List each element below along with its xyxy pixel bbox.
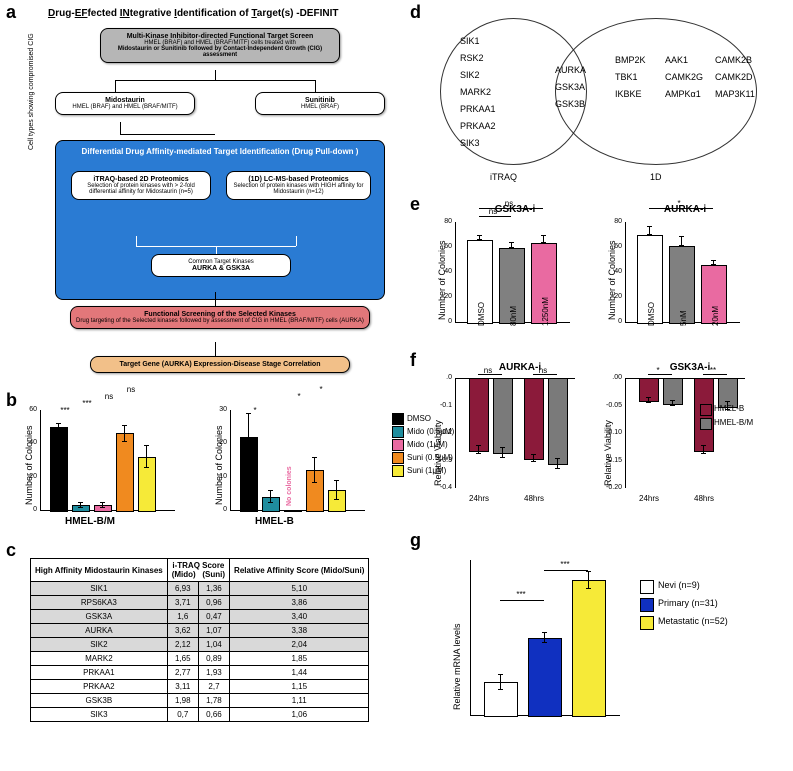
conn [315,80,316,92]
common-box: Common Target Kinases AURKA & GSK3A [151,254,291,277]
red-l2: Drug targeting of the Selected kinases f… [75,318,365,324]
itraq-title: iTRAQ-based 2D Proteomics [76,176,206,183]
itraq-box: iTRAQ-based 2D Proteomics Selection of p… [71,171,211,200]
orange-box: Target Gene (AURKA) Expression-Disease S… [90,356,350,373]
suni-title: Sunitinib [260,97,380,104]
panel-b-legend: DMSOMido (0.5µM)Mido (1µM)Suni (0.5µM)Su… [392,412,454,477]
mido-sub: HMEL (BRAF) and HMEL (BRAF/MITF) [60,104,190,110]
venn-right-label: 1D [650,172,662,182]
bar [306,470,324,512]
definit-title: Drug-EFfected INtegrative Identification… [48,8,338,19]
mki-line1: Multi-Kinase Inhibitor-directed Function… [105,33,335,40]
bar [138,457,156,512]
bar [116,433,134,512]
red-l1: Functional Screening of the Selected Kin… [75,311,365,318]
figure: a b c d e f g Drug-EFfected INtegrative … [0,0,793,771]
blue-title: Differential Drug Affinity-mediated Targ… [60,147,380,156]
label-b: b [6,390,17,411]
label-g: g [410,530,421,551]
bar [328,490,346,512]
label-d: d [410,2,421,23]
conn [296,236,297,246]
lcms-title: (1D) LC-MS-based Proteomics [231,176,366,183]
label-a: a [6,2,16,23]
panel-c: High Affinity Midostaurin Kinasesi-TRAQ … [30,558,369,722]
label-e: e [410,194,420,215]
conn [216,246,217,254]
suni-box: Sunitinib HMEL (BRAF) [255,92,385,115]
label-c: c [6,540,16,561]
bar [94,505,112,512]
red-box: Functional Screening of the Selected Kin… [70,306,370,329]
common-l2: AURKA & GSK3A [156,265,286,272]
mki-line3: Midostaurin or Sunitinib followed by Con… [105,46,335,58]
venn-left-label: iTRAQ [490,172,517,182]
lcms-box: (1D) LC-MS-based Proteomics Selection of… [226,171,371,200]
blue-box: Differential Drug Affinity-mediated Targ… [55,140,385,300]
itraq-sub: Selection of protein kinases with > 2-fo… [76,183,206,195]
mido-box: Midostaurin HMEL (BRAF) and HMEL (BRAF/M… [55,92,195,115]
conn [120,134,215,135]
conn [120,122,121,134]
conn [115,80,315,81]
label-f: f [410,350,416,371]
orange-text: Target Gene (AURKA) Expression-Disease S… [95,361,345,368]
conn [215,292,216,306]
bar [262,497,280,512]
conn [215,342,216,356]
suni-sub: HMEL (BRAF) [260,104,380,110]
bar [72,505,90,512]
mki-screen-box: Multi-Kinase Inhibitor-directed Function… [100,28,340,63]
side-note: Cell types showing compromised CIG [28,33,35,150]
conn [215,70,216,80]
mido-title: Midostaurin [60,97,190,104]
bar [240,437,258,512]
conn [136,236,137,246]
conn [115,80,116,92]
lcms-sub: Selection of protein kinases with HIGH a… [231,183,366,195]
bar [50,427,68,512]
bar [284,510,302,512]
